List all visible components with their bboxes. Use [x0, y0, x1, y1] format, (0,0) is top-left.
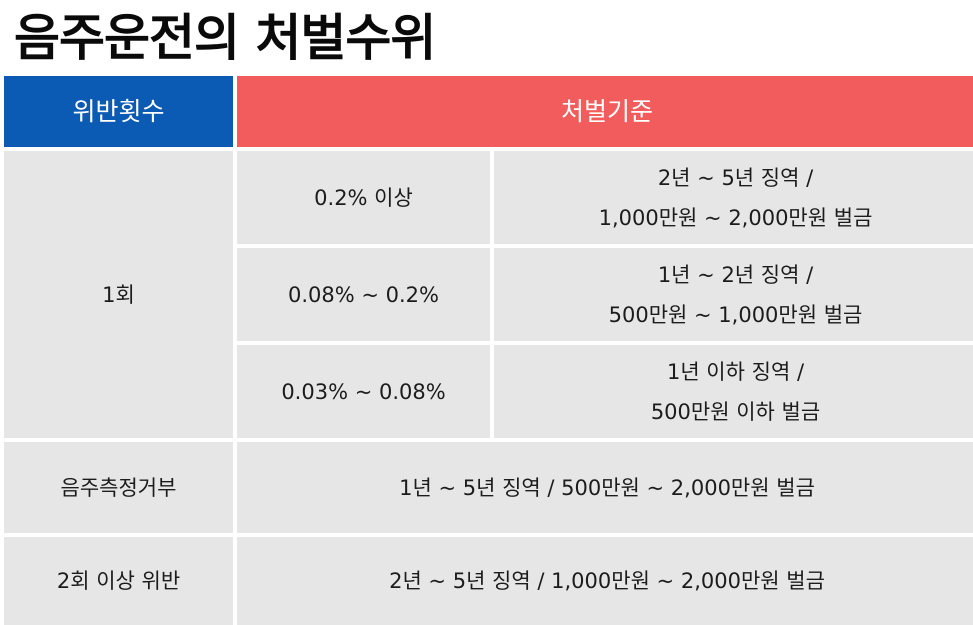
- penalty-line: 1년 ~ 2년 징역 /: [657, 262, 814, 287]
- penalty-line: 2년 ~ 5년 징역 /: [657, 165, 814, 190]
- penalty-cell: 1년 ~ 2년 징역 / 500만원 ~ 1,000만원 벌금: [494, 248, 973, 341]
- penalty-table: 위반횟수 처벌기준 1회 0.2% 이상 2년 ~ 5년 징역 / 1,000만…: [4, 76, 973, 625]
- refusal-penalty-cell: 1년 ~ 5년 징역 / 500만원 ~ 2,000만원 벌금: [237, 442, 973, 533]
- row-repeat-label: 2회 이상 위반: [4, 537, 233, 625]
- row-refusal-label: 음주측정거부: [4, 442, 233, 533]
- penalty-line: 1,000만원 ~ 2,000만원 벌금: [598, 205, 873, 230]
- bac-level-cell: 0.08% ~ 0.2%: [237, 248, 490, 341]
- header-penalty-criteria: 처벌기준: [237, 76, 973, 147]
- penalty-line: 500만원 ~ 1,000만원 벌금: [608, 302, 863, 327]
- page-title: 음주운전의 처벌수위: [14, 9, 436, 67]
- header-violation-count: 위반횟수: [4, 76, 233, 147]
- penalty-cell: 2년 ~ 5년 징역 / 1,000만원 ~ 2,000만원 벌금: [494, 151, 973, 244]
- penalty-line: 1년 이하 징역 /: [666, 359, 805, 384]
- bac-level-cell: 0.03% ~ 0.08%: [237, 345, 490, 438]
- penalty-line: 500만원 이하 벌금: [650, 399, 821, 424]
- bac-level-cell: 0.2% 이상: [237, 151, 490, 244]
- repeat-penalty-cell: 2년 ~ 5년 징역 / 1,000만원 ~ 2,000만원 벌금: [237, 537, 973, 625]
- penalty-cell: 1년 이하 징역 / 500만원 이하 벌금: [494, 345, 973, 438]
- row-first-offense-label: 1회: [4, 151, 233, 438]
